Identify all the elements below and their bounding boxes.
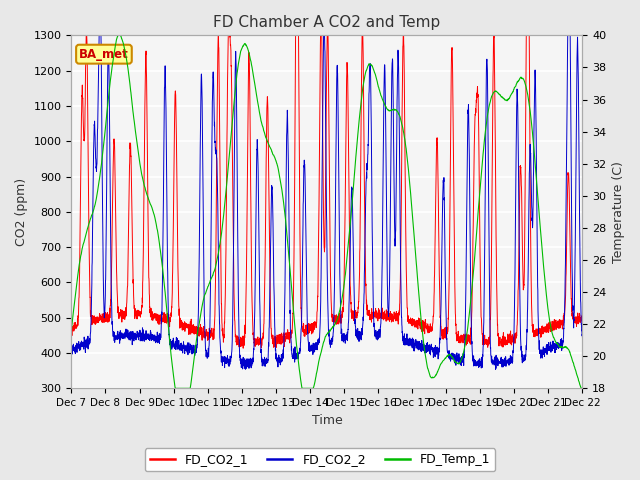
Text: BA_met: BA_met xyxy=(79,48,129,60)
Y-axis label: Temperature (C): Temperature (C) xyxy=(612,161,625,263)
X-axis label: Time: Time xyxy=(312,414,342,427)
Legend: FD_CO2_1, FD_CO2_2, FD_Temp_1: FD_CO2_1, FD_CO2_2, FD_Temp_1 xyxy=(145,448,495,471)
Y-axis label: CO2 (ppm): CO2 (ppm) xyxy=(15,178,28,246)
Title: FD Chamber A CO2 and Temp: FD Chamber A CO2 and Temp xyxy=(213,15,440,30)
